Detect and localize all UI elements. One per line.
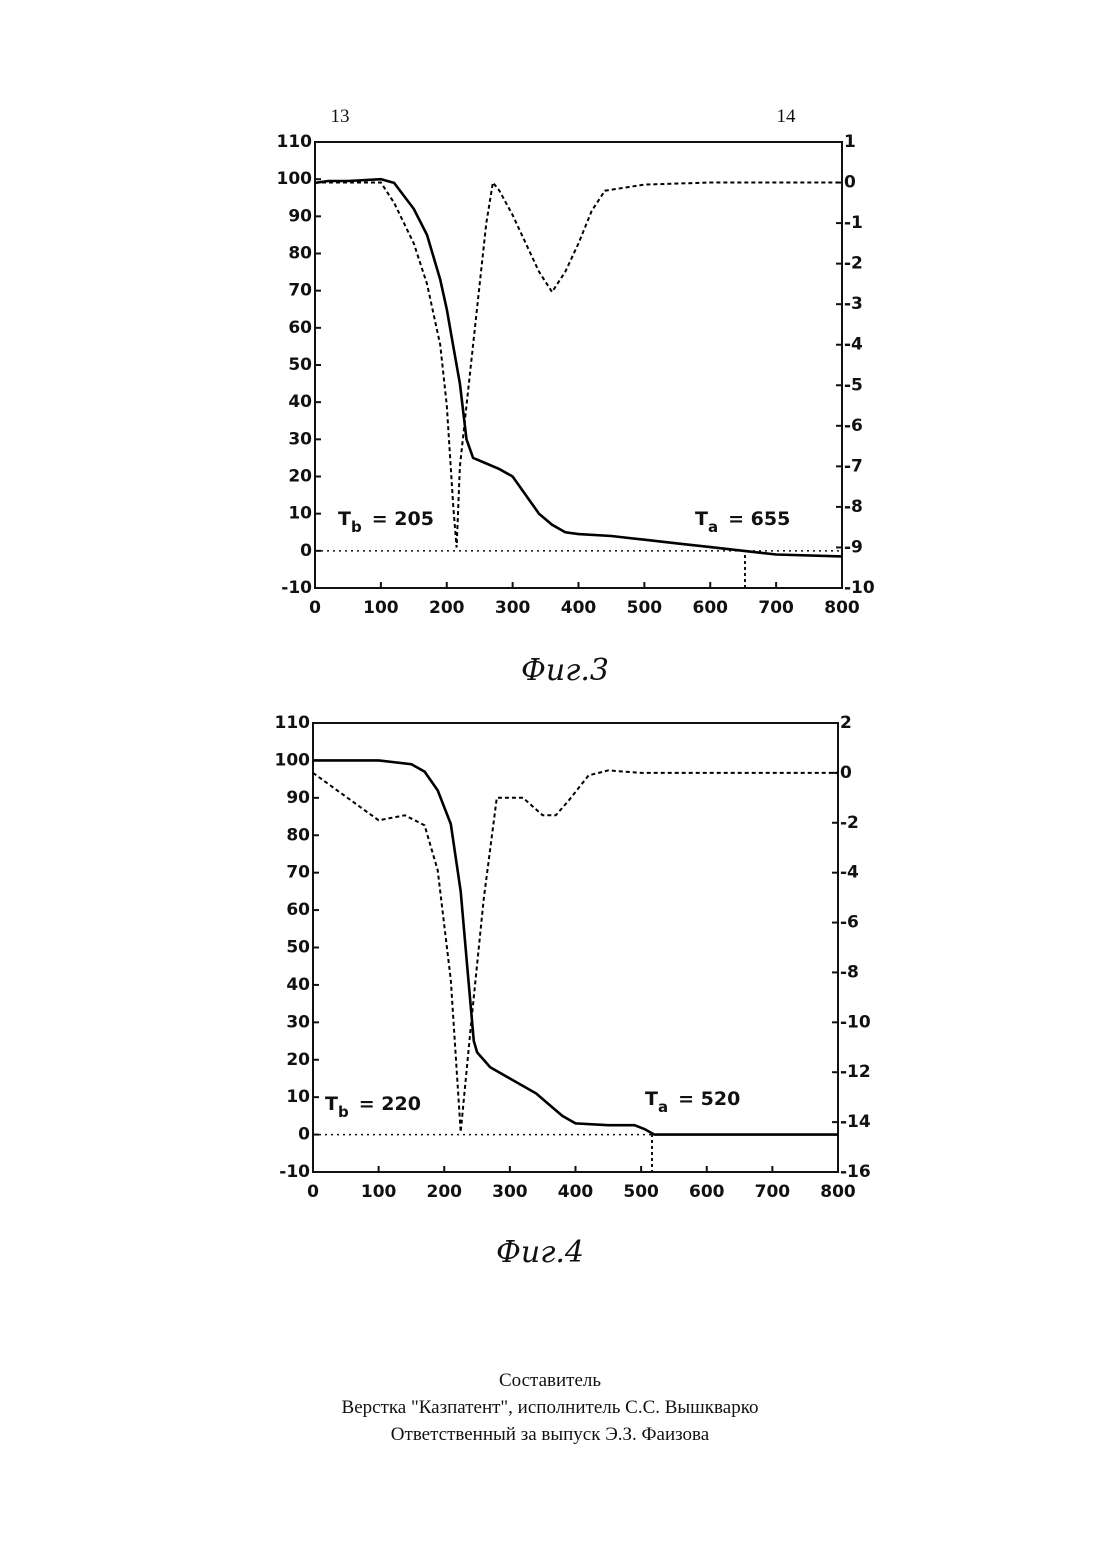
annotation: Tb = 205 <box>338 508 434 536</box>
series-line <box>315 183 842 548</box>
x-tick-label: 100 <box>361 1182 397 1202</box>
y-tick-label: 70 <box>286 863 310 883</box>
y2-tick-label: -2 <box>840 813 859 833</box>
y-tick-label: 90 <box>286 788 310 808</box>
y2-tick-label: -1 <box>844 213 863 233</box>
series-line <box>313 760 838 1134</box>
y-tick-label: 40 <box>288 392 312 412</box>
y2-tick-label: 0 <box>840 763 852 783</box>
y2-tick-label: -6 <box>840 913 859 933</box>
x-tick-label: 400 <box>558 1182 594 1202</box>
y-tick-label: 110 <box>275 713 311 733</box>
y2-tick-label: 0 <box>844 173 856 193</box>
x-tick-label: 500 <box>627 598 663 618</box>
figure-caption: Фиг.4 <box>496 1235 584 1270</box>
x-tick-label: 200 <box>429 598 465 618</box>
footer-line: Ответственный за выпуск Э.З. Фаизова <box>0 1424 1100 1446</box>
y2-tick-label: -4 <box>840 863 859 883</box>
annotation-text: = 520 <box>678 1088 740 1110</box>
page: 13 14 0100200300400500600700800-10010203… <box>0 0 1100 1556</box>
footer-line: Составитель <box>0 1370 1100 1392</box>
page-number: 13 <box>331 106 350 127</box>
x-tick-label: 600 <box>693 598 729 618</box>
annotation: Ta = 655 <box>695 508 790 536</box>
y-tick-label: 60 <box>286 900 310 920</box>
annotation: Tb = 220 <box>325 1093 421 1121</box>
annotation-subscript: a <box>708 518 718 536</box>
y2-tick-label: -8 <box>840 962 859 982</box>
y2-tick-label: -9 <box>844 537 863 557</box>
annotation-symbol: T <box>645 1088 658 1110</box>
y2-tick-label: -10 <box>840 1012 871 1032</box>
page-number: 14 <box>777 106 797 127</box>
y-tick-label: 10 <box>286 1087 310 1107</box>
annotation-symbol: T <box>695 508 708 530</box>
y-tick-label: 20 <box>286 1050 310 1070</box>
x-tick-label: 400 <box>561 598 597 618</box>
annotation-text: = 655 <box>728 508 790 530</box>
y-tick-label: 70 <box>288 281 312 301</box>
x-tick-label: 800 <box>820 1182 856 1202</box>
y2-tick-label: -10 <box>844 578 875 598</box>
y2-tick-label: -5 <box>844 375 863 395</box>
x-tick-label: 0 <box>309 598 321 618</box>
annotation-subscript: a <box>658 1098 668 1116</box>
annotation-text: = 205 <box>372 508 434 530</box>
x-tick-label: 300 <box>492 1182 528 1202</box>
x-tick-label: 0 <box>307 1182 319 1202</box>
y2-tick-label: -2 <box>844 254 863 274</box>
x-tick-label: 500 <box>623 1182 659 1202</box>
x-tick-label: 700 <box>755 1182 791 1202</box>
annotation-subscript: b <box>338 1103 349 1121</box>
y-tick-label: -10 <box>279 1162 310 1182</box>
annotation: Ta = 520 <box>645 1088 740 1116</box>
footer-line: Верстка "Казпатент", исполнитель С.С. Вы… <box>0 1397 1100 1419</box>
x-tick-label: 600 <box>689 1182 725 1202</box>
y-tick-label: -10 <box>281 578 312 598</box>
y2-tick-label: -14 <box>840 1112 871 1132</box>
x-tick-label: 100 <box>363 598 399 618</box>
y-tick-label: 40 <box>286 975 310 995</box>
y-tick-label: 0 <box>298 1125 310 1145</box>
y-tick-label: 90 <box>288 206 312 226</box>
x-tick-label: 800 <box>824 598 860 618</box>
y2-tick-label: -3 <box>844 294 863 314</box>
series-line <box>315 179 842 556</box>
figure-caption: Фиг.3 <box>521 653 609 688</box>
y2-tick-label: -6 <box>844 416 863 436</box>
x-tick-label: 700 <box>758 598 794 618</box>
y-tick-label: 110 <box>277 132 313 152</box>
y-tick-label: 20 <box>288 467 312 487</box>
y-tick-label: 30 <box>288 429 312 449</box>
y-tick-label: 60 <box>288 318 312 338</box>
y-tick-label: 100 <box>277 169 313 189</box>
y-tick-label: 50 <box>288 355 312 375</box>
figures: 13 14 0100200300400500600700800-10010203… <box>0 0 1100 1340</box>
y-tick-label: 30 <box>286 1012 310 1032</box>
annotation-subscript: b <box>351 518 362 536</box>
x-tick-label: 300 <box>495 598 531 618</box>
y2-tick-label: -4 <box>844 335 863 355</box>
y2-tick-label: 1 <box>844 132 856 152</box>
x-tick-label: 200 <box>427 1182 463 1202</box>
y-tick-label: 100 <box>275 750 311 770</box>
annotation-symbol: T <box>338 508 351 530</box>
y-tick-label: 80 <box>286 825 310 845</box>
annotation-text: = 220 <box>359 1093 421 1115</box>
y2-tick-label: -8 <box>844 497 863 517</box>
y2-tick-label: 2 <box>840 713 852 733</box>
y2-tick-label: -12 <box>840 1062 871 1082</box>
y-tick-label: 0 <box>300 541 312 561</box>
y2-tick-label: -7 <box>844 456 863 476</box>
y2-tick-label: -16 <box>840 1162 871 1182</box>
y-tick-label: 80 <box>288 244 312 264</box>
series-line <box>313 770 838 1132</box>
y-tick-label: 10 <box>288 504 312 524</box>
y-tick-label: 50 <box>286 938 310 958</box>
annotation-symbol: T <box>325 1093 338 1115</box>
